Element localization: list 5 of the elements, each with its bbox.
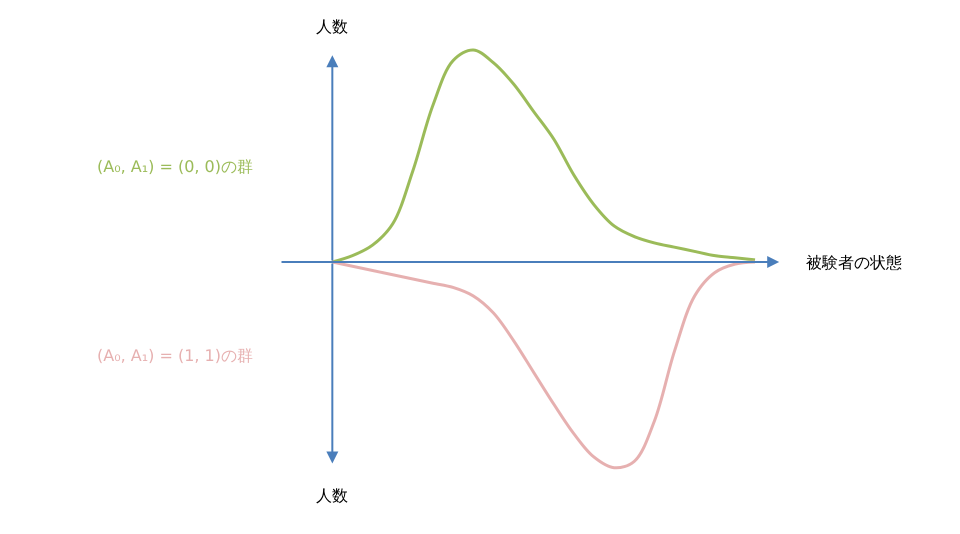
y-axis-title: 人数	[316, 17, 348, 36]
text: (A₀, A₁) = (0, 0)の群	[97, 157, 253, 176]
text: (A₀, A₁) = (1, 1)の群	[97, 346, 253, 365]
x-axis-title: 被験者の状態	[806, 253, 902, 272]
text: 人数	[316, 486, 348, 505]
